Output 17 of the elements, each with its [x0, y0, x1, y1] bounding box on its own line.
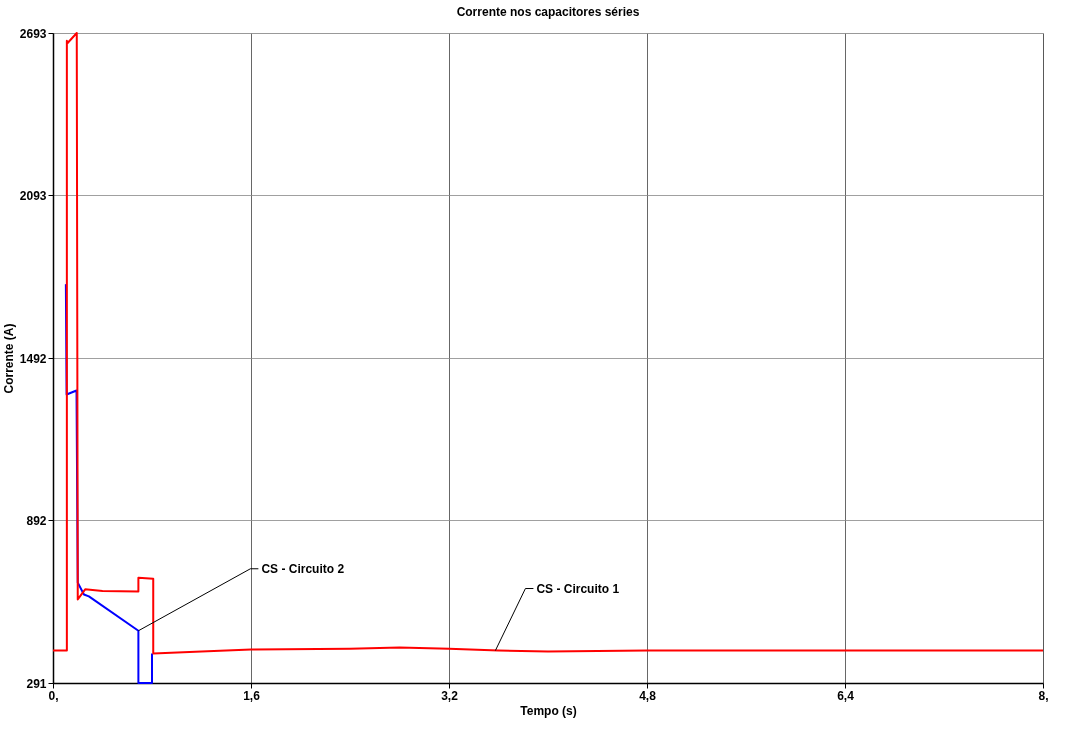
x-tick-label: 3,2: [441, 688, 459, 703]
y-axis-title: Corrente (A): [1, 323, 16, 394]
x-tick-label: 1,6: [243, 688, 261, 703]
y-tick-label: 892: [26, 513, 47, 528]
x-tick-label: 0,: [48, 688, 59, 703]
x-axis-title: Tempo (s): [520, 703, 577, 718]
y-tick-label: 2093: [19, 188, 47, 203]
y-tick-label: 291: [26, 676, 47, 691]
x-tick-label: 6,4: [837, 688, 855, 703]
x-tick-label: 8,: [1038, 688, 1049, 703]
y-tick-label: 2693: [19, 26, 47, 41]
x-tick-label: 4,8: [639, 688, 657, 703]
annotation: CS - Circuito 2: [261, 561, 345, 576]
chart-title: Corrente nos capacitores séries: [456, 5, 640, 19]
annotation: CS - Circuito 1: [536, 581, 620, 596]
y-tick-label: 1492: [19, 351, 47, 366]
line-series: [52, 32, 1044, 655]
